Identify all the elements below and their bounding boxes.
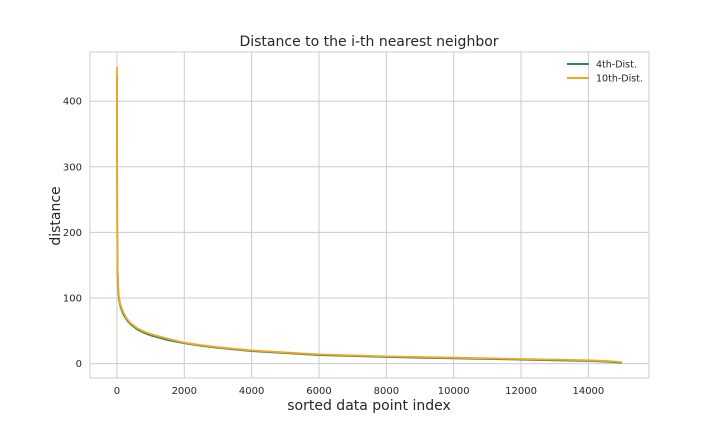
x-tick-label: 0 xyxy=(114,386,120,397)
x-tick-label: 10000 xyxy=(438,386,470,397)
y-axis-label: distance xyxy=(48,186,64,245)
legend-label-4th-dist: 4th-Dist. xyxy=(596,60,637,71)
x-tick-label: 4000 xyxy=(239,386,264,397)
y-tick-label: 300 xyxy=(63,162,82,173)
grid-layer xyxy=(90,52,649,378)
series-layer xyxy=(116,67,623,364)
x-tick-label: 12000 xyxy=(505,386,537,397)
y-tick-label: 0 xyxy=(76,359,82,370)
x-tick-label: 6000 xyxy=(306,386,331,397)
x-tick-label: 14000 xyxy=(572,386,604,397)
plot-frame xyxy=(89,51,650,379)
series-line-10th-dist xyxy=(116,67,623,364)
y-tick-label: 200 xyxy=(63,228,82,239)
x-tick-label: 8000 xyxy=(374,386,399,397)
x-axis-label: sorted data point index xyxy=(287,398,451,414)
y-tick-label: 100 xyxy=(63,293,82,304)
tick-layer: 0 2000 4000 6000 8000 10000 12000 14000 0 100 200 3… xyxy=(63,97,604,397)
x-tick-label: 2000 xyxy=(172,386,197,397)
legend-label-10th-dist: 10th-Dist. xyxy=(596,74,643,85)
legend: 4th-Dist. 10th-Dist. xyxy=(567,60,643,85)
series-line-4th-dist xyxy=(116,74,623,364)
chart-title: Distance to the i-th nearest neighbor xyxy=(239,34,498,50)
y-tick-label: 400 xyxy=(63,97,82,108)
